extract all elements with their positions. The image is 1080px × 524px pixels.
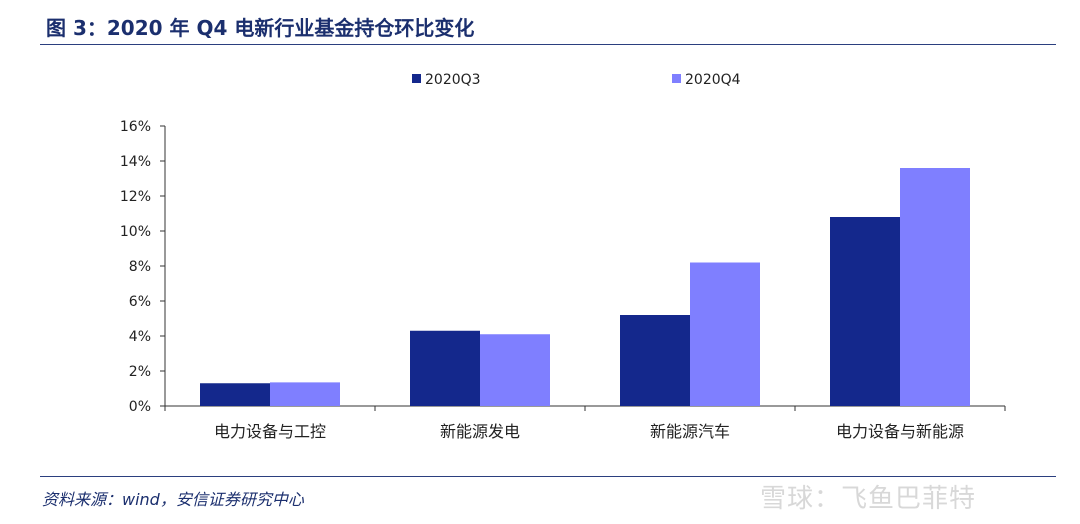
bar-2020q4 — [270, 382, 340, 406]
x-tick-label: 新能源汽车 — [650, 422, 730, 441]
watermark: 雪球：飞鱼巴菲特 — [760, 484, 977, 514]
y-tick-label: 10% — [120, 224, 151, 240]
legend-label: 2020Q4 — [685, 72, 741, 88]
y-tick-label: 8% — [129, 259, 151, 275]
bar-2020q3 — [620, 315, 690, 406]
bar-2020q3 — [830, 217, 900, 406]
legend-swatch — [672, 74, 681, 83]
y-tick-label: 16% — [120, 119, 151, 135]
y-tick-label: 14% — [120, 154, 151, 170]
y-tick-label: 0% — [129, 399, 151, 415]
bar-2020q4 — [690, 262, 760, 406]
x-tick-label: 新能源发电 — [440, 422, 520, 441]
bar-2020q3 — [410, 330, 480, 406]
bar-2020q4 — [480, 334, 550, 406]
footer-divider — [40, 476, 1056, 477]
source-note: 资料来源：wind，安信证券研究中心 — [42, 490, 304, 509]
title-divider — [40, 44, 1056, 45]
legend-label: 2020Q3 — [425, 72, 481, 88]
chart-title: 图 3：2020 年 Q4 电新行业基金持仓环比变化 — [46, 16, 475, 40]
bar-2020q4 — [900, 168, 970, 406]
y-tick-label: 12% — [120, 189, 151, 205]
x-tick-label: 电力设备与新能源 — [836, 422, 964, 441]
x-tick-label: 电力设备与工控 — [214, 422, 326, 441]
legend-swatch — [412, 74, 421, 83]
y-tick-label: 6% — [129, 294, 151, 310]
bar-2020q3 — [200, 383, 270, 406]
y-tick-label: 2% — [129, 364, 151, 380]
y-tick-label: 4% — [129, 329, 151, 345]
